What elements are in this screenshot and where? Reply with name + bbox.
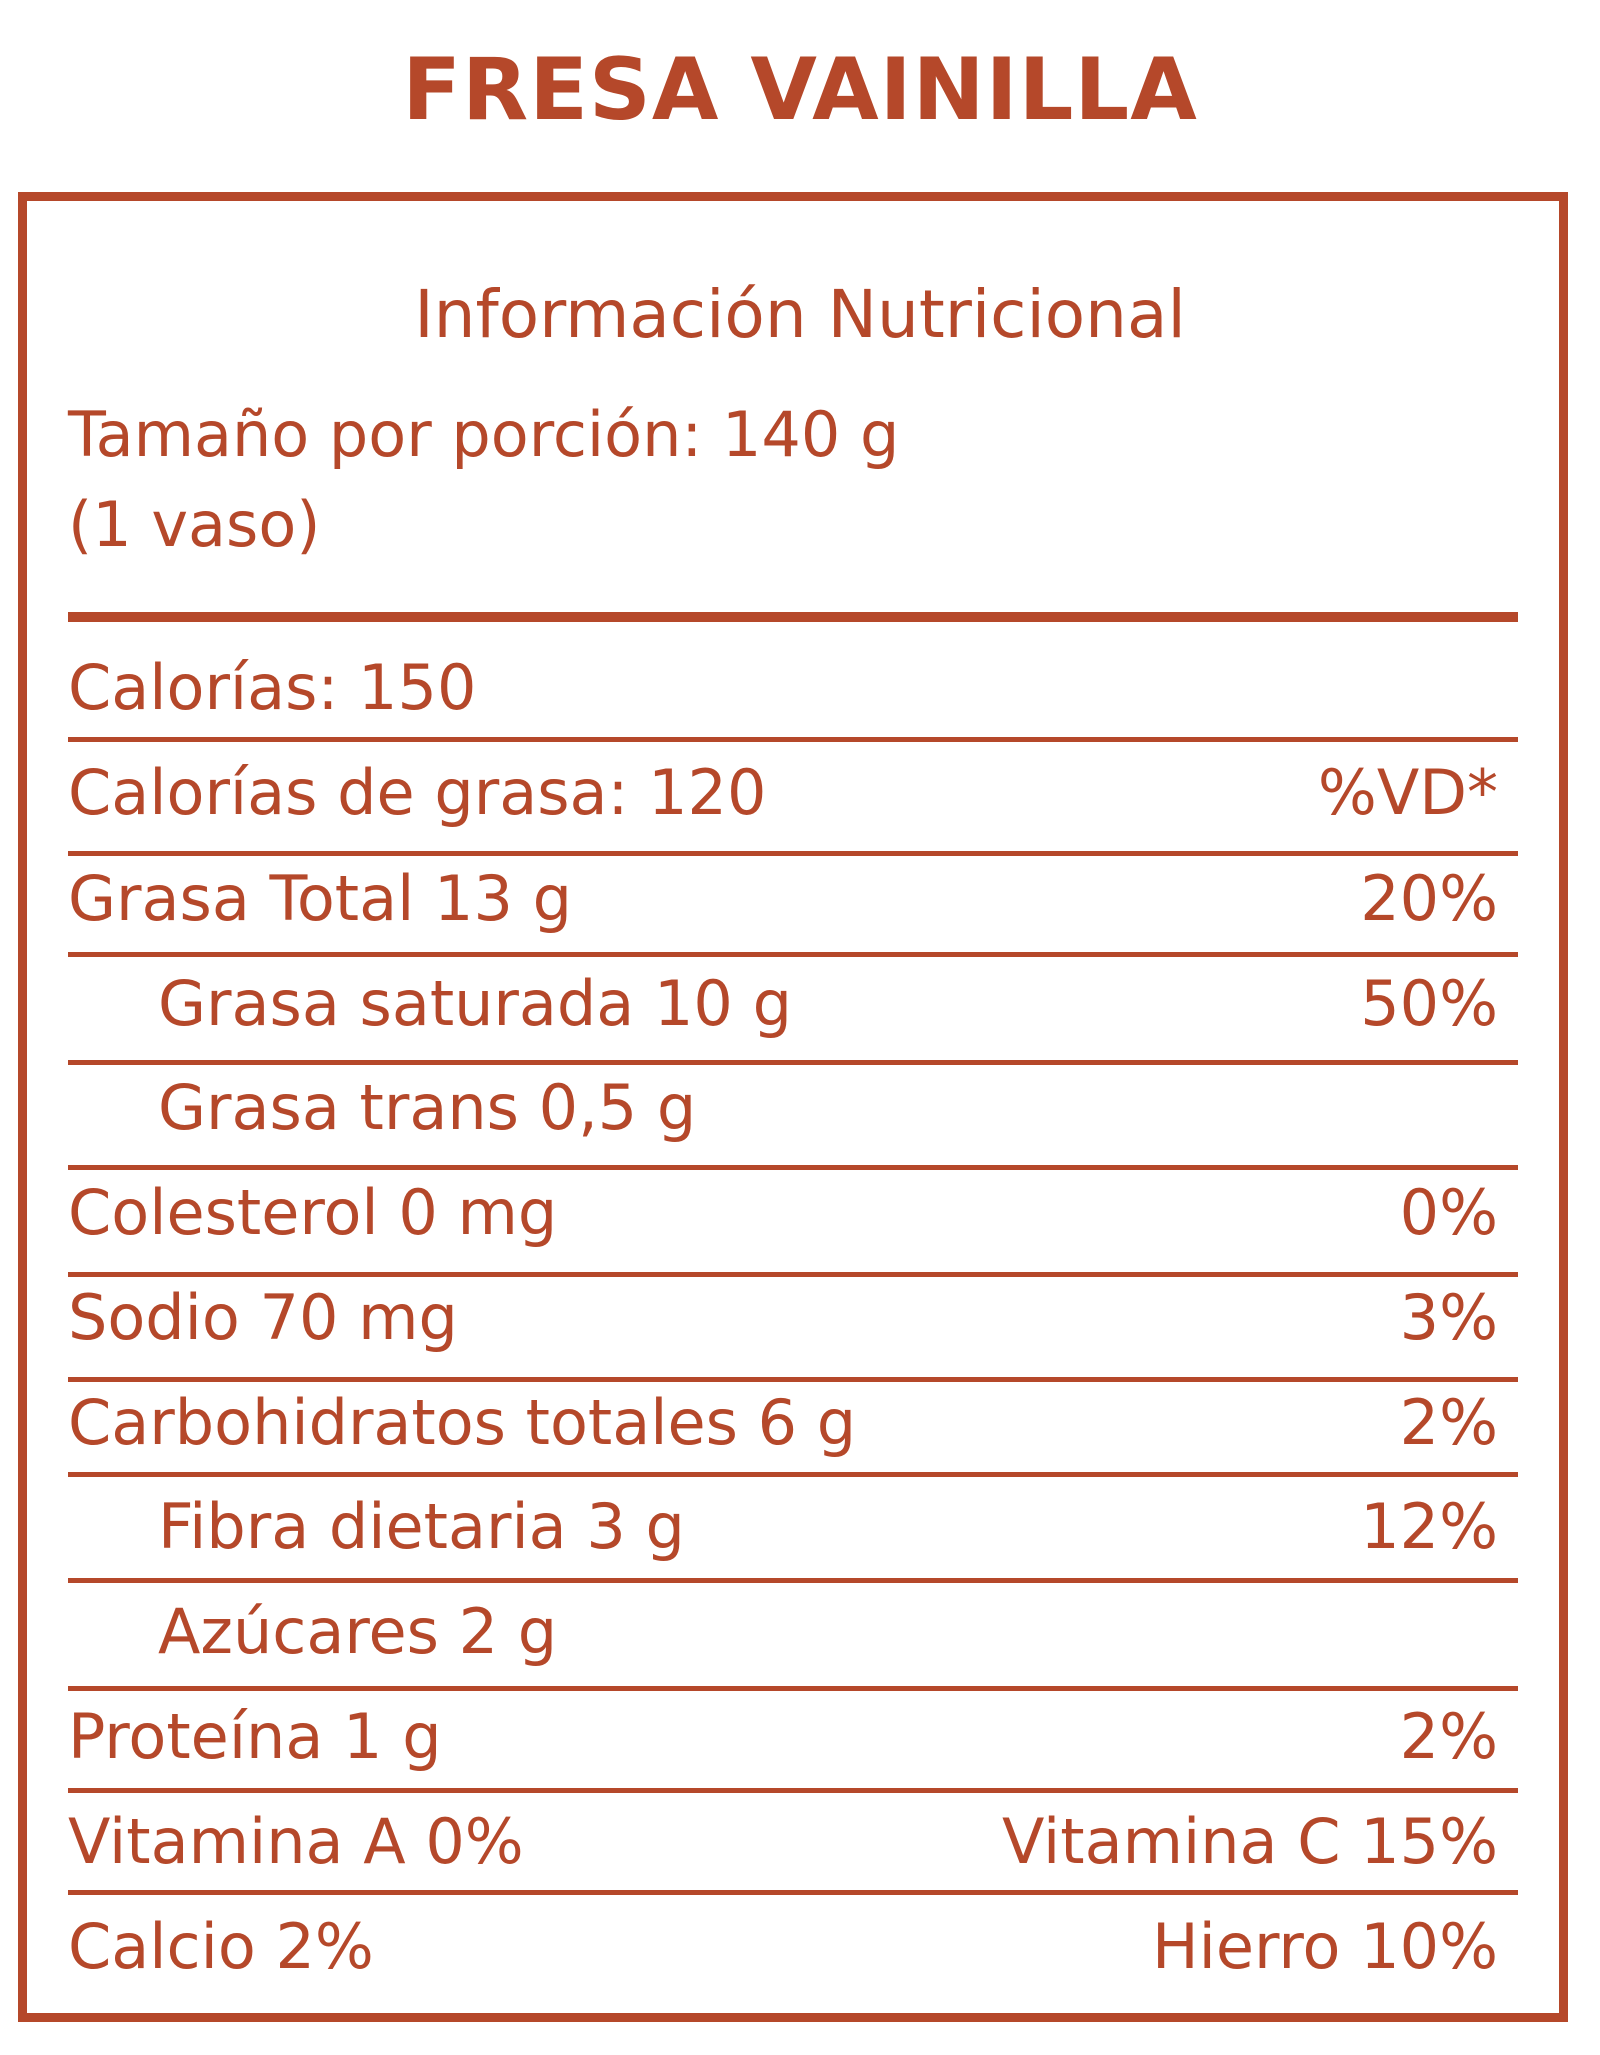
nutrient-row: Azúcares 2 g xyxy=(68,1582,1498,1682)
nutrient-label: Fibra dietaria 3 g xyxy=(158,1490,685,1563)
nutrient-label: Azúcares 2 g xyxy=(158,1595,558,1668)
product-title: FRESA VAINILLA xyxy=(402,40,1198,140)
vitamin-c: Vitamina C 15% xyxy=(1002,1805,1498,1878)
vitamin-a: Vitamina A 0% xyxy=(68,1805,524,1878)
nutrient-value: 3% xyxy=(1399,1281,1498,1354)
divider xyxy=(68,1060,1518,1065)
iron: Hierro 10% xyxy=(1152,1910,1498,1983)
nutrient-value: 12% xyxy=(1360,1490,1498,1563)
serving-size-unit: (1 vaso) xyxy=(68,488,321,561)
divider xyxy=(68,1890,1518,1895)
nutrient-label: Proteína 1 g xyxy=(68,1700,442,1773)
divider xyxy=(68,1472,1518,1477)
nutrient-row: Grasa trans 0,5 g xyxy=(68,1058,1498,1158)
nutrient-label: Carbohidratos totales 6 g xyxy=(68,1386,857,1459)
nutrient-row: Carbohidratos totales 6 g 2% xyxy=(68,1373,1498,1473)
thick-divider xyxy=(68,612,1518,622)
nutrient-label: Grasa saturada 10 g xyxy=(158,967,792,1040)
nutrient-row: Sodio 70 mg 3% xyxy=(68,1268,1498,1368)
nutrient-label: Sodio 70 mg xyxy=(68,1281,458,1354)
fat-calories-row: Calorías de grasa: 120 %VD* xyxy=(68,743,1498,843)
nutrient-label: Grasa Total 13 g xyxy=(68,862,572,935)
nutrient-value: 20% xyxy=(1360,862,1498,935)
minerals-row: Calcio 2% Hierro 10% xyxy=(68,1897,1498,1997)
nutrient-label: Colesterol 0 mg xyxy=(68,1176,558,1249)
vitamins-row: Vitamina A 0% Vitamina C 15% xyxy=(68,1792,1498,1892)
nutrition-label-border xyxy=(18,192,1568,2022)
serving-size-line: Tamaño por porción: 140 g xyxy=(68,398,900,471)
nutrient-row: Fibra dietaria 3 g 12% xyxy=(68,1477,1498,1577)
nutrient-row: Grasa Total 13 g 20% xyxy=(68,849,1498,949)
nutrient-row: Grasa saturada 10 g 50% xyxy=(68,954,1498,1054)
nutrition-heading: Información Nutricional xyxy=(414,276,1186,353)
calories-row: Calorías: 150 xyxy=(68,638,1498,738)
divider xyxy=(68,1165,1518,1170)
divider xyxy=(68,1272,1518,1277)
nutrient-row: Proteína 1 g 2% xyxy=(68,1687,1498,1787)
nutrient-value: 0% xyxy=(1399,1176,1498,1249)
divider xyxy=(68,1578,1518,1583)
divider xyxy=(68,737,1518,742)
nutrient-value: 50% xyxy=(1360,967,1498,1040)
divider xyxy=(68,952,1518,957)
nutrient-value: 2% xyxy=(1399,1386,1498,1459)
nutrient-row: Colesterol 0 mg 0% xyxy=(68,1163,1498,1263)
divider xyxy=(68,1788,1518,1793)
divider xyxy=(68,1686,1518,1691)
calcium: Calcio 2% xyxy=(68,1910,374,1983)
fat-calories-label: Calorías de grasa: 120 xyxy=(68,756,767,829)
serving-size: Tamaño por porción: 140 g (1 vaso) xyxy=(68,390,1468,570)
nutrient-value: 2% xyxy=(1399,1700,1498,1773)
divider xyxy=(68,851,1518,856)
daily-value-header: %VD* xyxy=(1317,756,1498,829)
divider xyxy=(68,1377,1518,1382)
calories-label: Calorías: 150 xyxy=(68,651,477,724)
nutrient-label: Grasa trans 0,5 g xyxy=(158,1071,697,1144)
